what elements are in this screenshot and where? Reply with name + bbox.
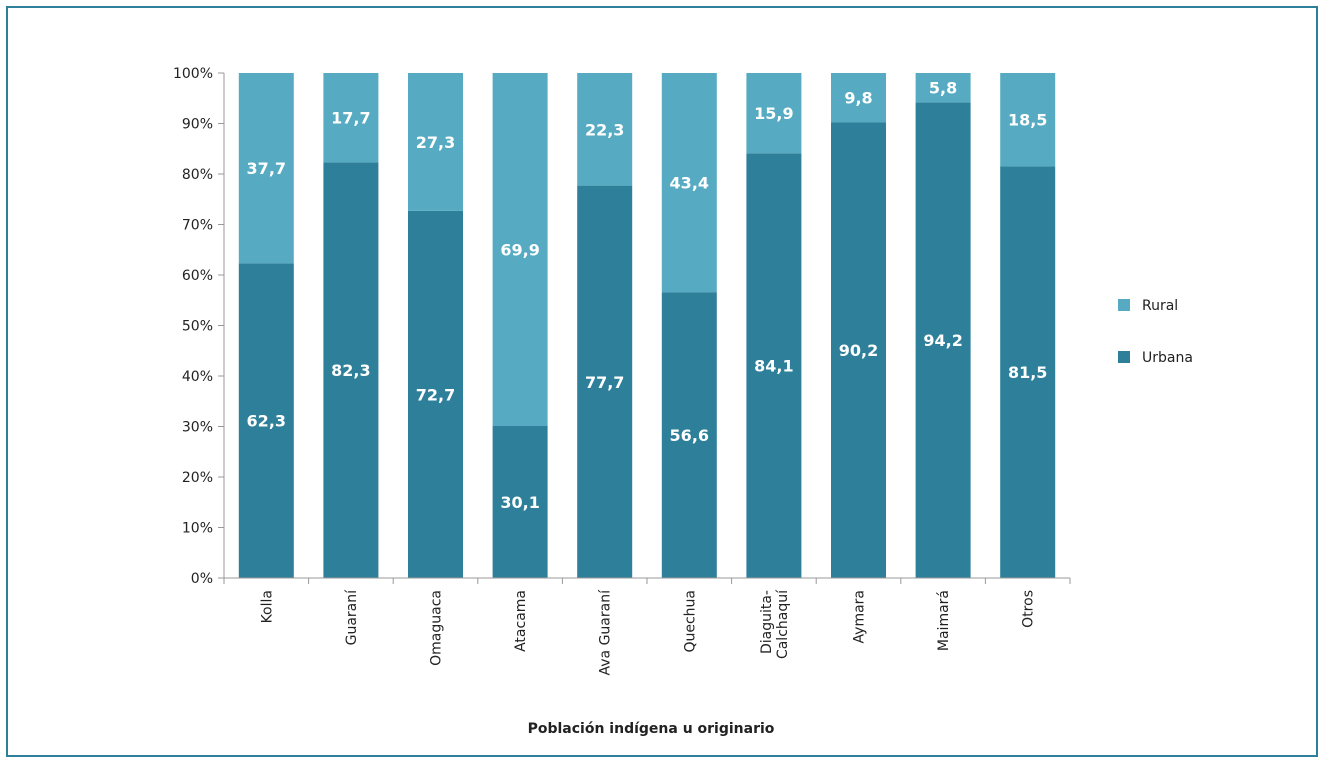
bar-urbana <box>1000 166 1056 579</box>
y-tick-label: 70% <box>182 218 213 234</box>
x-tick-label: Maimará <box>936 590 952 651</box>
x-tick-label: Aymara <box>852 590 868 643</box>
bar-urbana <box>323 162 379 578</box>
data-label: 43,4 <box>670 174 709 193</box>
x-tick-label: Diaguita- <box>759 590 775 654</box>
y-tick-label: 0% <box>191 571 213 587</box>
bar-urbana <box>238 263 294 578</box>
data-label: 56,6 <box>670 426 709 445</box>
y-tick-label: 30% <box>182 420 213 436</box>
bar-rural <box>1000 73 1056 167</box>
bar-urbana <box>577 185 633 579</box>
x-tick-label: Guaraní <box>344 589 360 646</box>
bars-layer <box>238 73 1056 579</box>
data-label: 9,8 <box>844 89 872 108</box>
data-label: 5,8 <box>929 79 957 98</box>
axes-layer: 0% 10% 20% 30% 40% 50% 60% 70% 80% 90% 100% Kolla Gu… <box>173 66 1071 676</box>
data-label: 82,3 <box>331 361 370 380</box>
legend-label-urbana: Urbana <box>1142 350 1193 366</box>
bar-urbana <box>408 210 463 579</box>
data-label: 90,2 <box>839 341 878 360</box>
x-axis-title: Población indígena u originario <box>528 721 775 737</box>
bar-rural <box>408 73 463 211</box>
x-tick-label: Quechua <box>682 590 698 653</box>
bar-urbana <box>492 425 548 578</box>
data-label: 18,5 <box>1008 111 1047 130</box>
legend-swatch-rural <box>1118 299 1130 311</box>
data-label: 17,7 <box>331 109 370 128</box>
data-label: 62,3 <box>247 412 286 431</box>
x-tick-label: Calchaquí <box>775 589 791 659</box>
y-tick-label: 50% <box>182 319 213 335</box>
bar-rural <box>831 73 886 123</box>
data-label: 15,9 <box>754 104 793 123</box>
y-tick-label: 100% <box>173 66 213 82</box>
x-tick-label: Atacama <box>513 590 529 652</box>
x-tick-label: Omaguaca <box>429 590 445 666</box>
data-label: 77,7 <box>585 373 624 392</box>
bar-rural <box>323 73 379 163</box>
data-label: 37,7 <box>247 159 286 178</box>
bar-rural <box>492 73 548 426</box>
data-label: 94,2 <box>923 331 962 350</box>
y-tick-label: 10% <box>182 521 213 537</box>
bar-urbana <box>746 153 802 579</box>
y-tick-label: 40% <box>182 369 213 385</box>
data-label: 22,3 <box>585 120 624 139</box>
y-tick-label: 60% <box>182 268 213 284</box>
data-label: 27,3 <box>416 133 455 152</box>
y-tick-label: 20% <box>182 470 213 486</box>
bar-rural <box>577 73 633 186</box>
x-tick-label: Otros <box>1021 590 1037 628</box>
legend-swatch-urbana <box>1118 351 1130 363</box>
y-tick-label: 90% <box>182 117 213 133</box>
data-label: 84,1 <box>754 357 793 376</box>
bar-urbana <box>915 102 971 578</box>
data-label: 69,9 <box>500 240 539 259</box>
legend: Rural Urbana <box>1118 298 1193 366</box>
labels-layer: 62,3 37,7 82,3 17,7 72,7 27,3 30,1 69,9 77,7 22,3… <box>247 79 1048 512</box>
x-tick-label: Ava Guaraní <box>598 589 614 676</box>
bar-rural <box>661 73 717 293</box>
bar-rural <box>238 73 294 264</box>
legend-label-rural: Rural <box>1142 298 1178 314</box>
data-label: 81,5 <box>1008 363 1047 382</box>
bar-rural <box>746 73 802 154</box>
bar-urbana <box>831 122 886 579</box>
data-label: 30,1 <box>500 493 539 512</box>
bar-rural <box>915 73 971 103</box>
bar-urbana <box>661 292 717 578</box>
data-label: 72,7 <box>416 385 455 404</box>
y-tick-label: 80% <box>182 167 213 183</box>
x-tick-label: Kolla <box>259 590 275 623</box>
